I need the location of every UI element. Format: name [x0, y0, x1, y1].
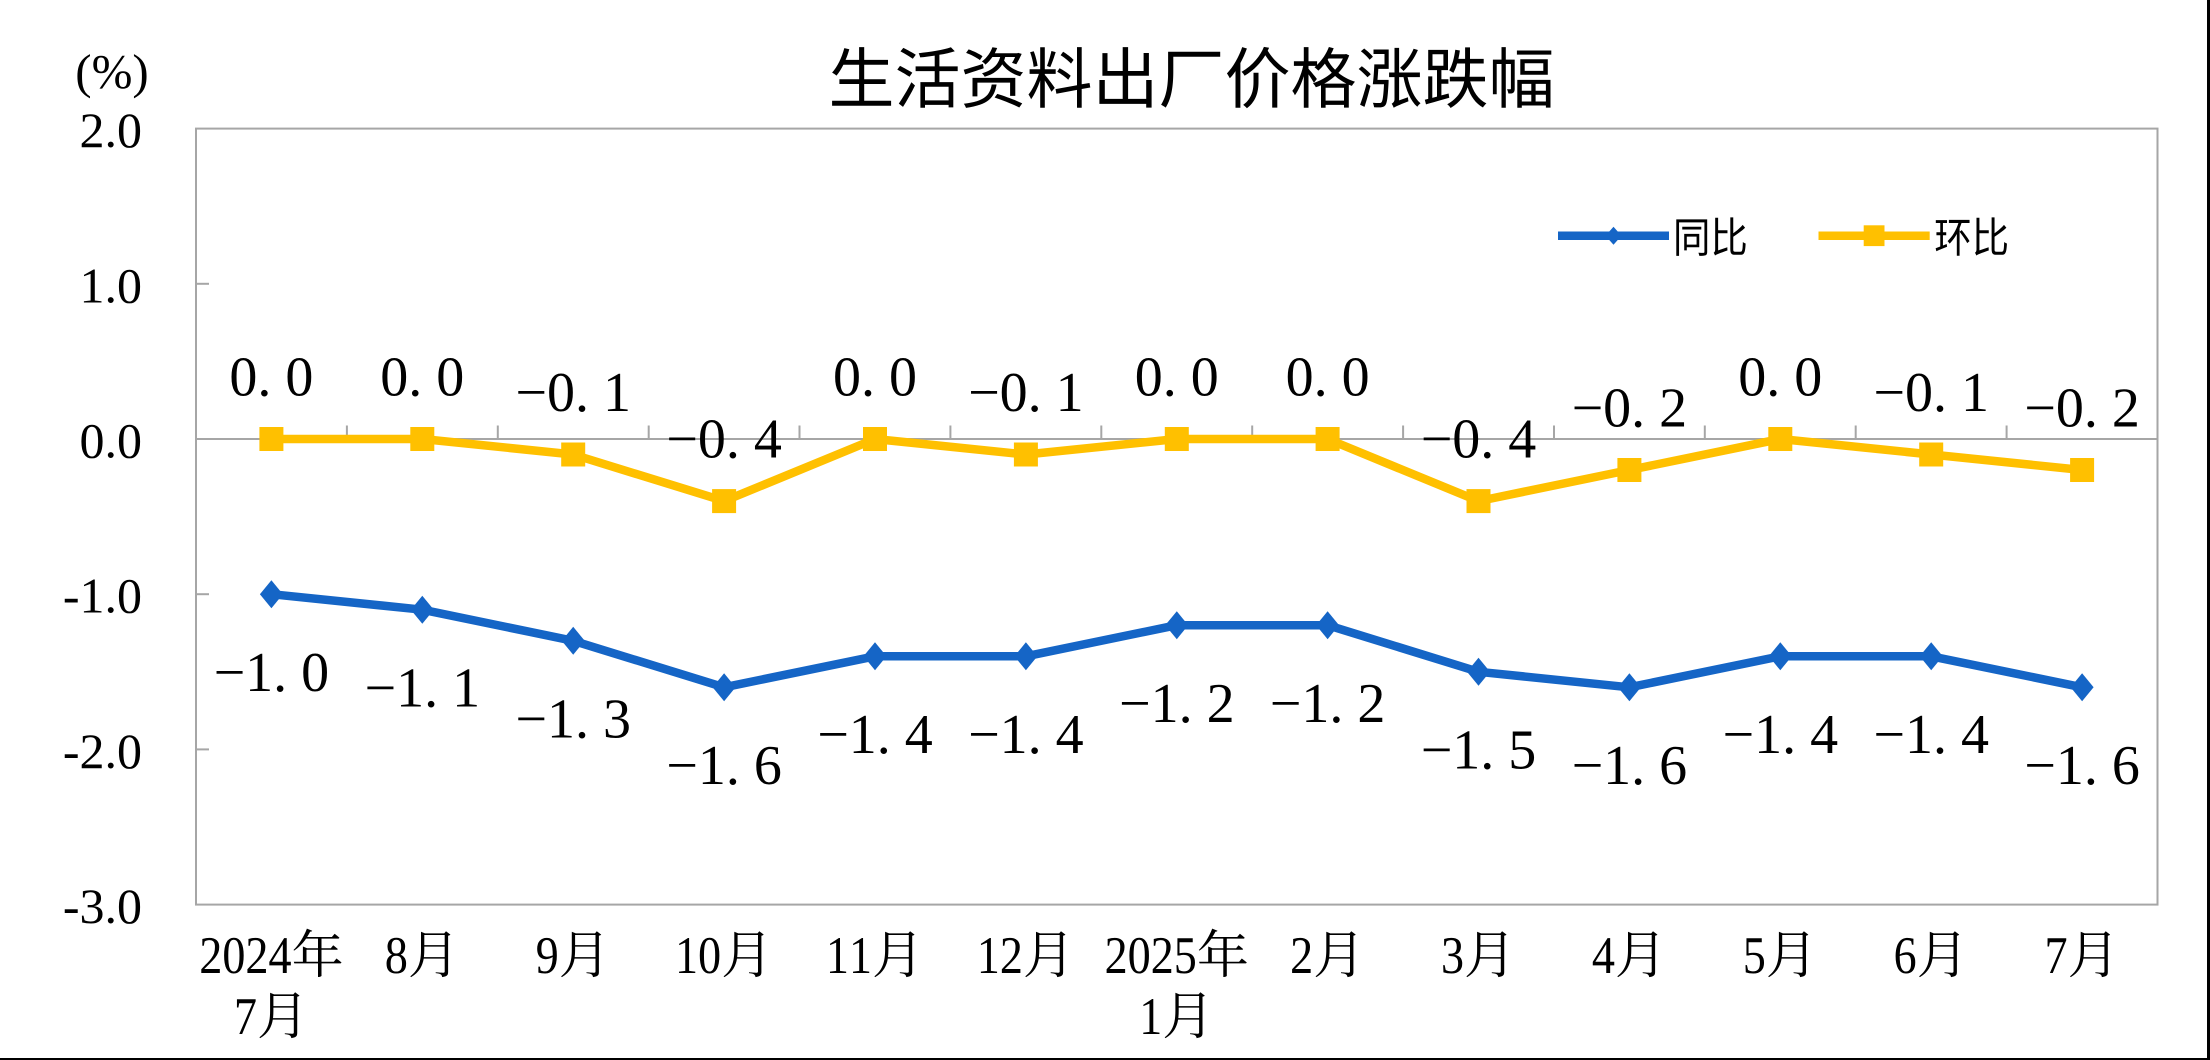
svg-text:-3.0: -3.0	[63, 878, 142, 934]
svg-text:0. 0: 0. 0	[833, 347, 917, 409]
svg-text:2.0: 2.0	[80, 102, 143, 158]
svg-text:−1. 5: −1. 5	[1421, 719, 1537, 781]
svg-text:−1. 2: −1. 2	[1270, 673, 1386, 735]
svg-text:−1. 6: −1. 6	[666, 735, 782, 797]
svg-text:−0. 2: −0. 2	[1572, 378, 1688, 440]
svg-text:(%): (%)	[75, 44, 148, 99]
svg-text:−0. 4: −0. 4	[1421, 409, 1537, 471]
svg-text:-1.0: -1.0	[63, 568, 142, 624]
svg-text:−0. 1: −0. 1	[1873, 362, 1989, 424]
svg-text:−1. 2: −1. 2	[1119, 673, 1235, 735]
svg-text:-2.0: -2.0	[63, 723, 142, 779]
svg-text:−1. 1: −1. 1	[365, 657, 481, 719]
svg-text:0. 0: 0. 0	[1286, 347, 1370, 409]
svg-text:−1. 6: −1. 6	[1572, 735, 1688, 797]
svg-text:0. 0: 0. 0	[229, 347, 313, 409]
svg-text:−0. 1: −0. 1	[968, 362, 1084, 424]
svg-text:0. 0: 0. 0	[380, 347, 464, 409]
svg-text:−0. 1: −0. 1	[515, 362, 631, 424]
svg-text:−1. 3: −1. 3	[515, 688, 631, 750]
svg-text:−1. 4: −1. 4	[1873, 704, 1989, 766]
svg-text:0.0: 0.0	[80, 413, 143, 469]
svg-text:0. 0: 0. 0	[1738, 347, 1822, 409]
svg-text:−0. 2: −0. 2	[2024, 378, 2140, 440]
svg-text:0. 0: 0. 0	[1135, 347, 1219, 409]
svg-text:−1. 0: −1. 0	[214, 642, 330, 704]
svg-text:−1. 4: −1. 4	[968, 704, 1084, 766]
svg-text:−1. 4: −1. 4	[817, 704, 933, 766]
svg-text:1.0: 1.0	[80, 257, 143, 313]
svg-text:−0. 4: −0. 4	[666, 409, 782, 471]
svg-text:−1. 4: −1. 4	[1723, 704, 1839, 766]
svg-text:−1. 6: −1. 6	[2024, 735, 2140, 797]
